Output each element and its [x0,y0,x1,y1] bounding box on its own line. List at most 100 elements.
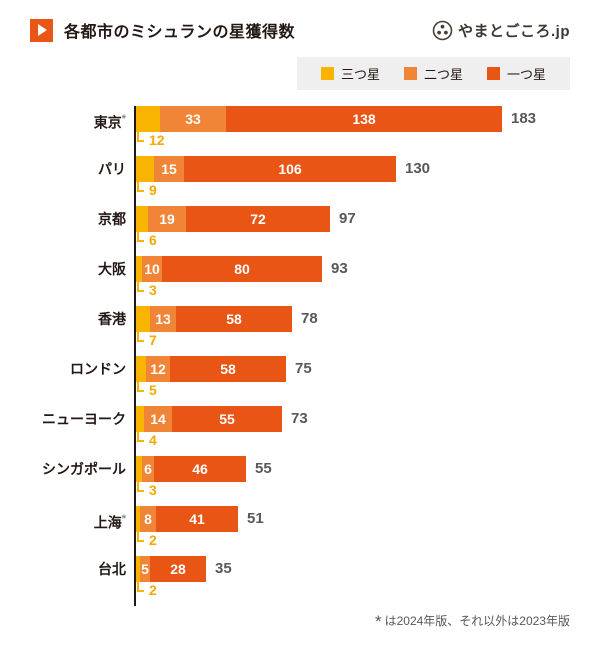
two-star-value: 8 [144,511,152,527]
two-star-value: 6 [144,461,152,477]
city-label: パリ [98,161,126,177]
two-star-value: 14 [150,411,166,427]
three-star-value: 4 [149,432,157,448]
header: 各都市のミシュランの星獲得数 やまとごころ.jp [30,18,570,42]
city-asterisk: * [121,113,126,125]
segment-three-star [136,306,150,332]
two-star-value: 5 [141,561,149,577]
legend-label-one-star: 一つ星 [506,67,546,82]
two-star-value: 13 [155,311,171,327]
three-star-value: 12 [149,132,165,148]
total-label: 73 [291,410,308,427]
one-star-value: 46 [192,461,208,477]
three-star-callout: 3 [136,282,570,299]
one-star-value: 58 [220,361,236,377]
city-label: 東京* [93,113,126,131]
one-star-value: 138 [352,111,376,127]
title-badge-icon [30,18,53,42]
segment-three-star [136,456,142,482]
three-star-bracket-icon [137,332,144,342]
segment-one-star: 55 [172,406,282,432]
one-star-value: 58 [226,311,242,327]
stacked-bar: 12 58 75 [136,356,570,382]
three-star-value: 9 [149,182,157,198]
footnote: * は2024年版、それ以外は2023年版 [30,612,570,632]
stacked-bar: 13 58 78 [136,306,570,332]
three-star-callout: 5 [136,382,570,399]
footnote-text: は2024年版、それ以外は2023年版 [384,614,570,628]
three-star-callout: 2 [136,532,570,549]
stacked-bar: 15 106 130 [136,156,570,182]
segment-three-star [136,556,140,582]
stacked-bar: 19 72 97 [136,206,570,232]
legend-swatch-three-star [320,67,334,80]
stacked-bar: 10 80 93 [136,256,570,282]
three-star-bracket-icon [137,482,144,492]
three-star-callout: 12 [136,132,570,149]
footnote-asterisk: * [374,612,382,631]
one-star-value: 106 [278,161,302,177]
three-star-callout: 7 [136,332,570,349]
segment-two-star: 12 [146,356,170,382]
bar-row: 香港 13 58 78 7 [30,306,570,356]
total-label: 97 [339,210,356,227]
one-star-value: 41 [189,511,205,527]
legend-swatch-one-star [486,67,500,80]
legend-item-three-star: 三つ星 [320,64,380,83]
stacked-bar: 33 138 183 [136,106,570,132]
three-star-value: 7 [149,332,157,348]
city-label: 香港 [98,311,126,327]
segment-one-star: 46 [154,456,246,482]
bar-row: ニューヨーク 14 55 73 4 [30,406,570,456]
logo-text: やまとごころ.jp [458,22,570,40]
segment-three-star [136,406,144,432]
segment-three-star [136,206,148,232]
legend-wrap: 三つ星 二つ星 一つ星 [30,57,570,90]
segment-three-star [136,506,140,532]
one-star-value: 55 [219,411,235,427]
segment-three-star [136,256,142,282]
logo-crest-icon [432,20,453,40]
total-label: 35 [215,560,232,577]
segment-one-star: 72 [186,206,330,232]
three-star-callout: 9 [136,182,570,199]
segment-two-star: 15 [154,156,184,182]
bar-row: シンガポール 6 46 55 3 [30,456,570,506]
three-star-value: 6 [149,232,157,248]
segment-one-star: 138 [226,106,502,132]
three-star-bracket-icon [137,582,144,592]
total-label: 78 [301,310,318,327]
segment-one-star: 58 [176,306,292,332]
city-label: 大阪 [98,261,126,277]
segment-two-star: 6 [142,456,154,482]
total-label: 93 [331,260,348,277]
one-star-value: 28 [170,561,186,577]
bar-row: 東京* 33 138 183 12 [30,106,570,156]
three-star-bracket-icon [137,432,144,442]
legend-swatch-two-star [403,67,417,80]
city-label: ロンドン [70,361,126,377]
bar-area: 14 55 73 4 [134,406,570,456]
three-star-bracket-icon [137,282,144,292]
segment-two-star: 13 [150,306,176,332]
stacked-bar: 8 41 51 [136,506,570,532]
segment-three-star [136,106,160,132]
bar-area: 6 46 55 3 [134,456,570,506]
stacked-bar: 6 46 55 [136,456,570,482]
bar-area: 15 106 130 9 [134,156,570,206]
city-label: 台北 [98,561,126,577]
three-star-bracket-icon [137,232,144,242]
total-label: 130 [405,160,431,177]
bar-area: 19 72 97 6 [134,206,570,256]
three-star-bracket-icon [137,382,144,392]
three-star-callout: 2 [136,582,570,599]
total-label: 183 [511,110,537,127]
segment-one-star: 28 [150,556,206,582]
city-label: 上海* [93,513,126,531]
three-star-bracket-icon [137,182,144,192]
three-star-bracket-icon [137,532,144,542]
segment-two-star: 19 [148,206,186,232]
stacked-bar: 5 28 35 [136,556,570,582]
bar-row: 京都 19 72 97 6 [30,206,570,256]
two-star-value: 15 [161,161,177,177]
